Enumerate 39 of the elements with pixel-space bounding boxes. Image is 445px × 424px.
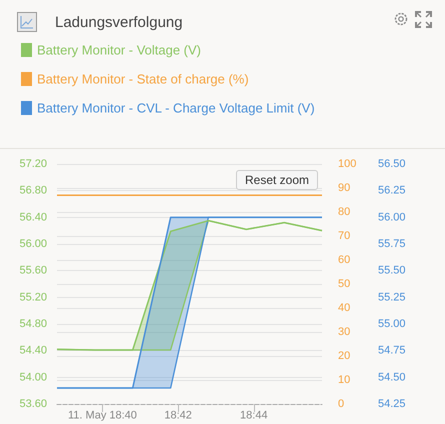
y2-tick-label: 80 [338,206,350,218]
chart-title: Ladungsverfolgung [55,14,183,31]
y-tick-label: 53.60 [19,398,47,410]
y3-tick-label: 56.50 [378,158,406,170]
y2-tick-label: 30 [338,326,350,338]
y3-tick-label: 55.75 [378,238,406,250]
y2-tick-label: 50 [338,278,350,290]
y3-tick-label: 56.00 [378,211,406,224]
x-tick-label: 11. May 18:40 [68,410,137,422]
y2-tick-label: 90 [338,182,350,194]
y-tick-label: 56.40 [19,211,47,224]
x-tick-label: 18:42 [164,410,192,422]
legend-label: Battery Monitor - CVL - Charge Voltage Limit (V) [37,100,315,116]
reset-zoom-button: Reset zoom [236,170,318,190]
y2-tick-label: 0 [338,398,344,410]
y-tick-label: 55.20 [19,291,47,304]
y-tick-label: 56.80 [19,184,47,197]
y3-tick-label: 54.75 [378,344,406,357]
x-tick-label: 18:44 [240,410,268,422]
y-tick-label: 57.20 [19,158,47,170]
y2-tick-label: 100 [338,158,356,170]
y3-tick-label: 55.00 [378,318,406,330]
y2-tick-label: 10 [338,374,350,386]
y2-tick-label: 20 [338,350,350,362]
y-tick-label: 56.00 [19,238,47,250]
y2-tick-label: 40 [338,302,350,314]
y-tick-label: 54.80 [19,318,47,330]
legend-label: Battery Monitor - Voltage (V) [37,42,202,58]
y-tick-label: 54.00 [19,371,47,384]
y3-tick-label: 56.25 [378,184,406,197]
y3-tick-label: 54.50 [378,371,406,384]
legend-label: Battery Monitor - State of charge (%) [37,72,249,86]
y2-tick-label: 60 [338,254,350,266]
y3-tick-label: 55.50 [378,264,406,277]
y-tick-label: 55.60 [19,264,47,277]
y3-tick-label: 54.25 [378,398,406,410]
y-tick-label: 54.40 [19,344,47,357]
y3-tick-label: 55.25 [378,291,406,304]
y2-tick-label: 70 [338,230,350,242]
